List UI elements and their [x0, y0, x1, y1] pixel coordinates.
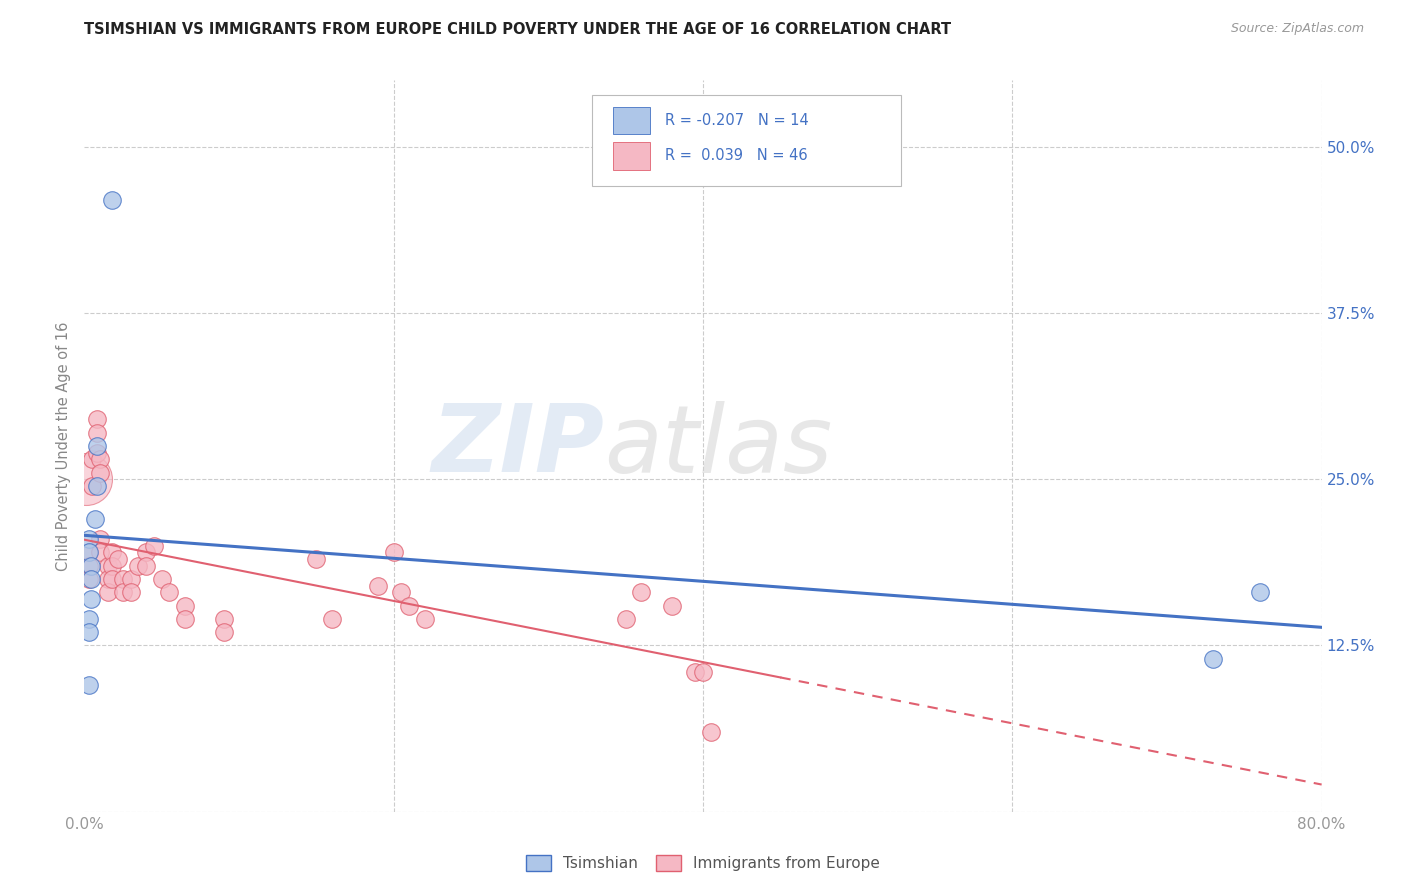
Point — [77, 612, 100, 626]
Point — [700, 725, 723, 739]
Point — [77, 558, 100, 573]
Point — [101, 545, 124, 559]
Point — [77, 572, 100, 586]
Text: R = -0.207   N = 14: R = -0.207 N = 14 — [665, 113, 808, 128]
Point — [135, 558, 157, 573]
Point — [135, 545, 157, 559]
Point — [89, 545, 111, 559]
Point — [84, 512, 107, 526]
Point — [86, 439, 108, 453]
FancyBboxPatch shape — [613, 142, 650, 169]
Point — [86, 412, 108, 426]
Point — [89, 452, 111, 467]
Point — [89, 532, 111, 546]
Point — [89, 466, 111, 480]
Point — [413, 612, 436, 626]
FancyBboxPatch shape — [592, 95, 901, 186]
Point — [101, 572, 124, 586]
Point — [367, 579, 389, 593]
Point — [79, 572, 101, 586]
Point — [77, 545, 100, 559]
Point — [86, 425, 108, 440]
Point — [77, 625, 100, 640]
Point — [97, 585, 120, 599]
Point — [97, 558, 120, 573]
Point — [120, 585, 142, 599]
Point — [75, 472, 97, 486]
Point — [212, 625, 235, 640]
Point — [382, 545, 405, 559]
Point — [107, 552, 129, 566]
Text: atlas: atlas — [605, 401, 832, 491]
Text: ZIP: ZIP — [432, 400, 605, 492]
Point — [614, 612, 637, 626]
Point — [101, 558, 124, 573]
Point — [79, 591, 101, 606]
Point — [77, 678, 100, 692]
Point — [112, 585, 135, 599]
FancyBboxPatch shape — [613, 107, 650, 135]
Point — [120, 572, 142, 586]
Text: R =  0.039   N = 46: R = 0.039 N = 46 — [665, 148, 807, 163]
Point — [174, 599, 197, 613]
Point — [159, 585, 181, 599]
Text: TSIMSHIAN VS IMMIGRANTS FROM EUROPE CHILD POVERTY UNDER THE AGE OF 16 CORRELATIO: TSIMSHIAN VS IMMIGRANTS FROM EUROPE CHIL… — [84, 22, 952, 37]
Text: Source: ZipAtlas.com: Source: ZipAtlas.com — [1230, 22, 1364, 36]
Point — [112, 572, 135, 586]
Point — [398, 599, 420, 613]
Point — [692, 665, 714, 679]
Point — [391, 585, 413, 599]
Point — [86, 479, 108, 493]
Point — [97, 572, 120, 586]
Point — [82, 479, 104, 493]
Point — [86, 445, 108, 459]
Point — [321, 612, 343, 626]
Point — [79, 558, 101, 573]
Point — [128, 558, 150, 573]
Point — [685, 665, 707, 679]
Point — [661, 599, 683, 613]
Point — [212, 612, 235, 626]
Point — [305, 552, 328, 566]
Point — [630, 585, 652, 599]
Point — [143, 539, 166, 553]
Legend: Tsimshian, Immigrants from Europe: Tsimshian, Immigrants from Europe — [520, 849, 886, 877]
Point — [1202, 652, 1225, 666]
Point — [1249, 585, 1271, 599]
Point — [174, 612, 197, 626]
Y-axis label: Child Poverty Under the Age of 16: Child Poverty Under the Age of 16 — [56, 321, 72, 571]
Point — [150, 572, 173, 586]
Point — [77, 545, 100, 559]
Point — [101, 193, 124, 207]
Point — [77, 532, 100, 546]
Point — [82, 452, 104, 467]
